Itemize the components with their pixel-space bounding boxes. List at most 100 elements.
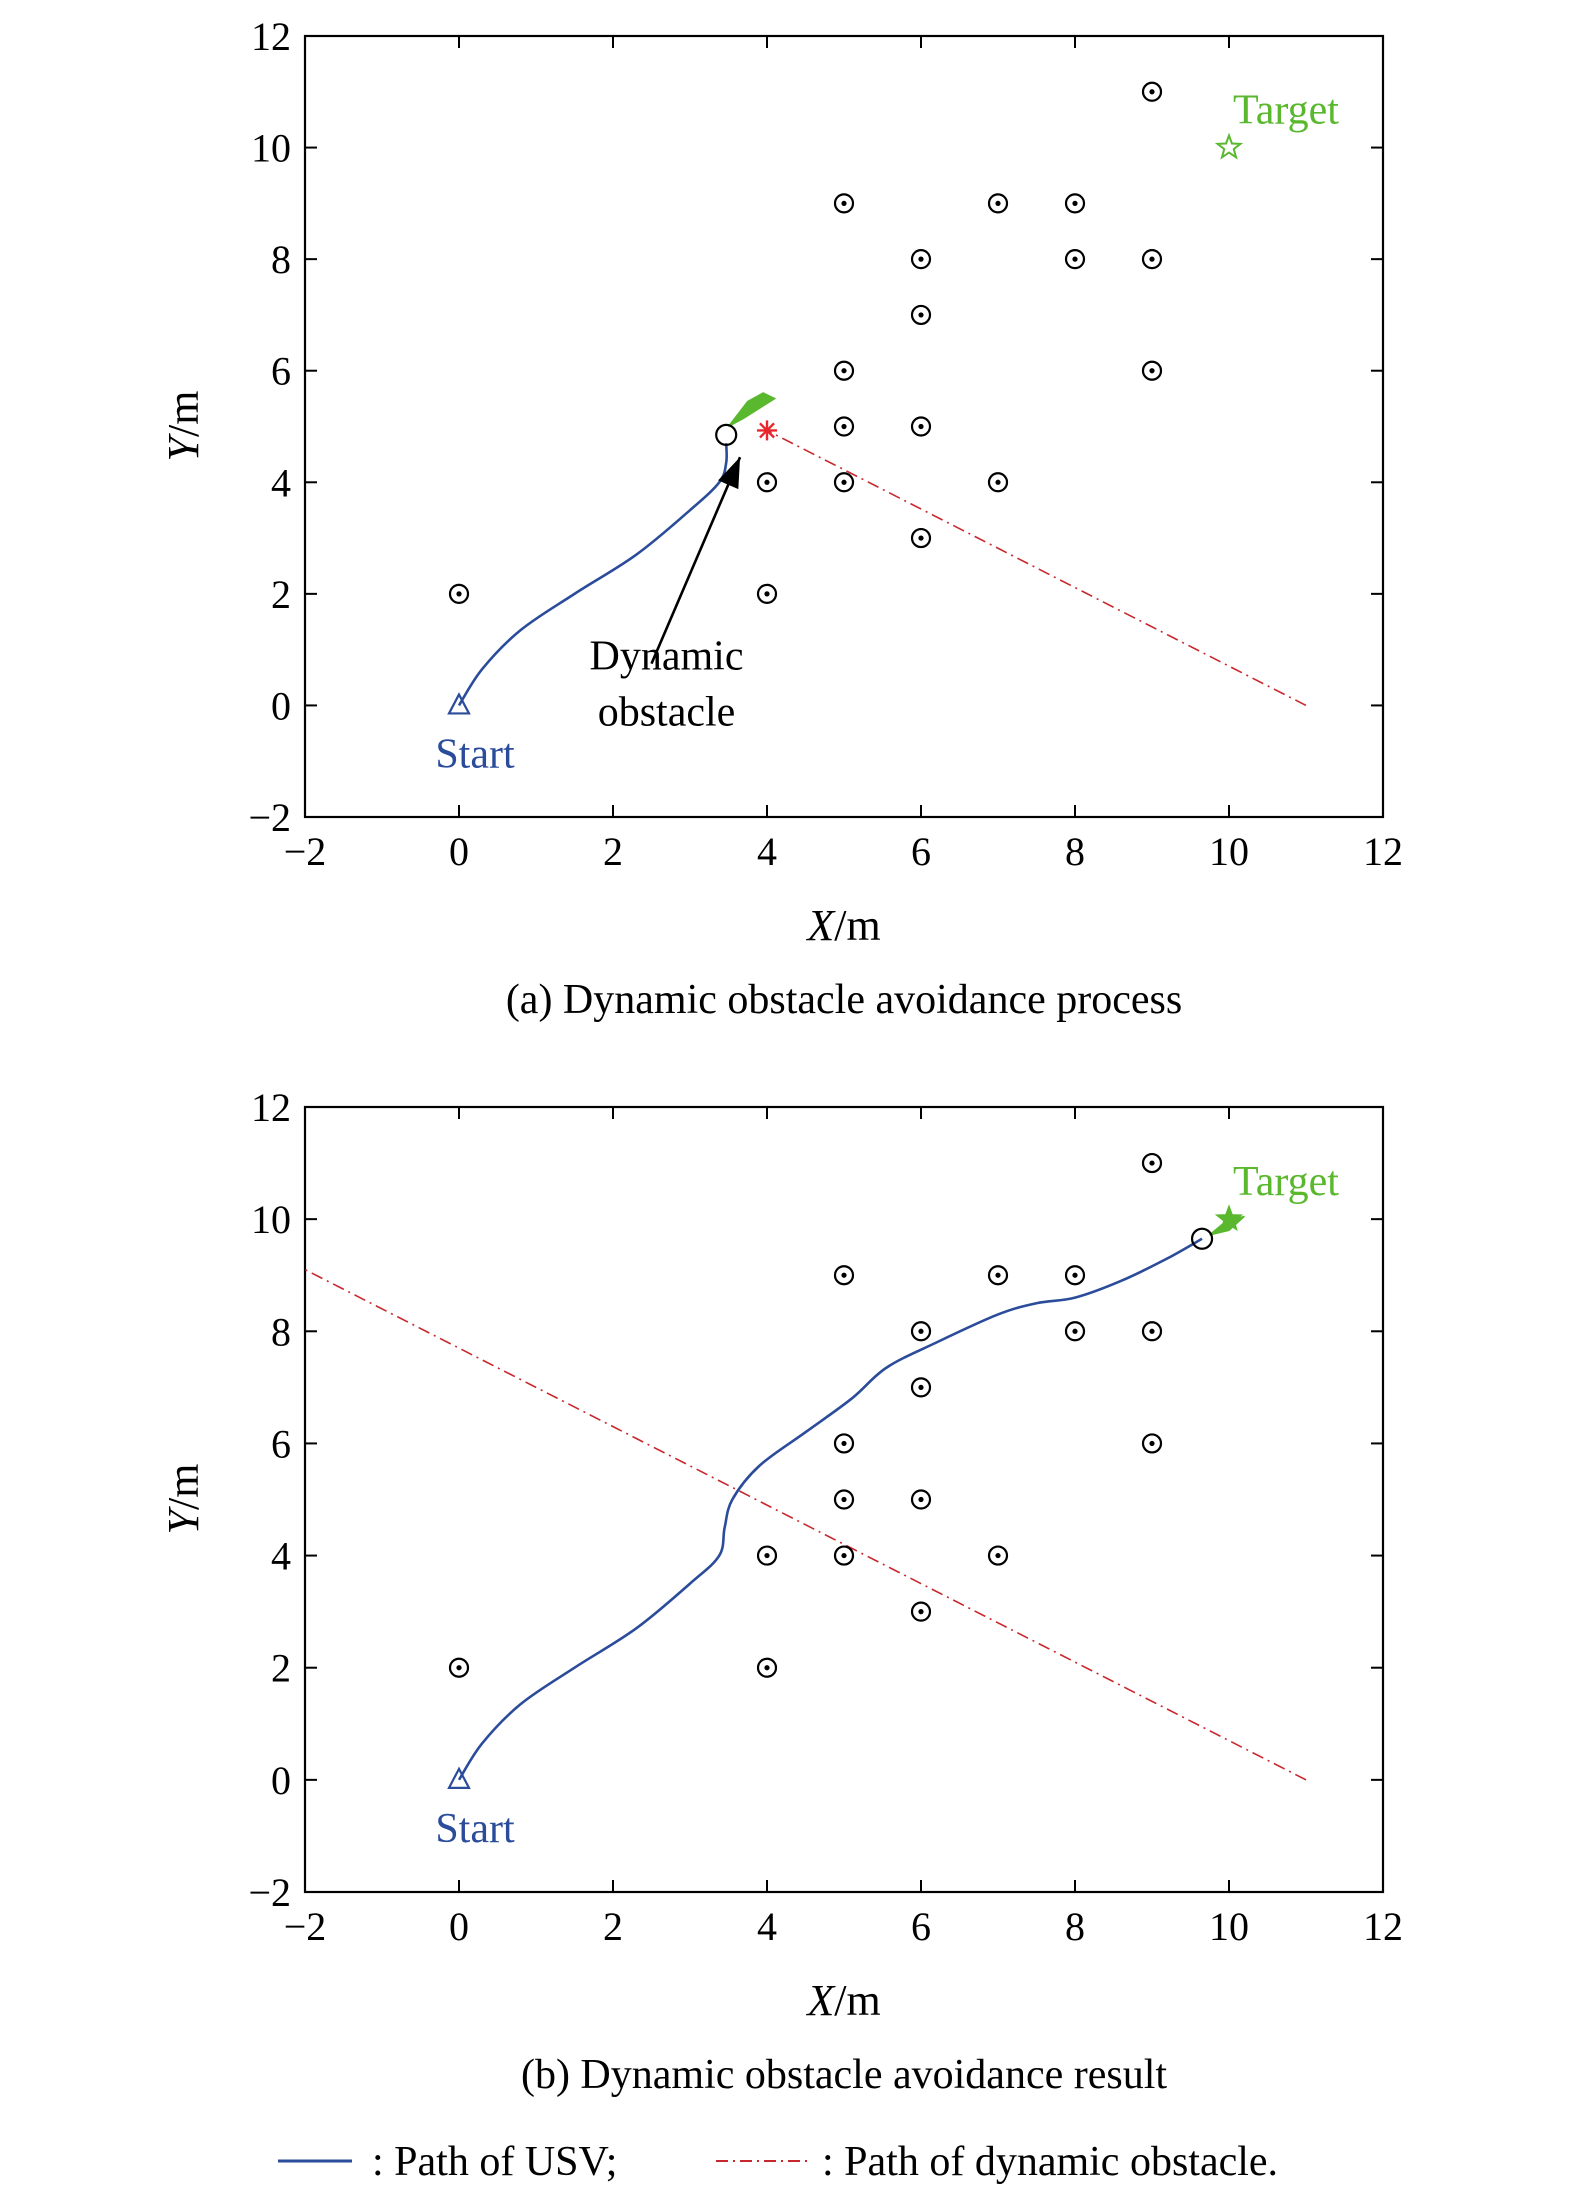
panel-a-target-marker	[1214, 132, 1244, 160]
panel-b-static-obstacle-dot	[1072, 1272, 1078, 1278]
panel-b-x-tick-label: 8	[1065, 1904, 1085, 1949]
panel-a-static-obstacle-ring	[1141, 360, 1163, 381]
panel-a-target-label: Target	[1233, 88, 1339, 134]
legend-dynamic-label: : Path of dynamic obstacle.	[822, 2139, 1278, 2185]
panel-a-x-tick-label: 6	[911, 829, 931, 874]
panel-a-static-obstacle-ring	[833, 416, 855, 437]
panel-b-x-tick-label: 6	[911, 1904, 931, 1949]
panel-a-annotation-line-2: obstacle	[598, 690, 736, 736]
panel-a-x-tick-label: 4	[757, 829, 777, 874]
panel-b-static-obstacle-ring	[1141, 1152, 1163, 1174]
panel-b-static-obstacle-dot	[1072, 1328, 1078, 1334]
panel-a-static-obstacle-dot	[764, 479, 770, 485]
panel-a-y-axis-label: Y/m	[159, 391, 208, 462]
panel-a-dynamic-obstacle-path	[766, 429, 1307, 707]
panel-b-static-obstacle-dot	[841, 1440, 847, 1447]
panel-a-static-obstacle-dot	[918, 256, 924, 262]
panel-b-y-tick-label: 12	[251, 1085, 291, 1130]
panel-a-usv-position-marker	[715, 423, 738, 446]
panel-a-static-obstacle-ring	[910, 304, 932, 326]
panel-b-static-obstacle-ring	[910, 1377, 932, 1398]
panel-a-y-tick-label: 4	[271, 460, 291, 505]
panel-b-static-obstacle-dot	[841, 1272, 847, 1278]
panel-a-static-obstacle-dot	[918, 423, 924, 430]
panel-b-static-obstacle-dot	[841, 1552, 847, 1559]
panel-a-y-tick-label: 12	[251, 14, 291, 59]
panel-b-static-obstacle-ring	[910, 1321, 932, 1342]
panel-b-y-tick-label: 2	[271, 1646, 291, 1691]
panel-a-static-obstacle-dot	[1149, 256, 1155, 262]
panel-b-y-axis-label: Y/m	[159, 1464, 208, 1535]
panel-b-x-tick-label: −2	[284, 1904, 327, 1949]
panel-b-y-tick-label: 10	[251, 1197, 291, 1242]
panel-b-static-obstacle-ring	[987, 1265, 1009, 1286]
panel-a-static-obstacle-ring	[987, 472, 1009, 493]
panel-b-y-tick-label: 0	[271, 1758, 291, 1803]
panel-a-x-tick-label: −2	[284, 829, 327, 874]
panel-a-static-obstacle-ring	[1141, 249, 1163, 270]
panel-a-annotation-arrow-head	[718, 457, 741, 490]
legend-usv-label: : Path of USV;	[372, 2139, 617, 2185]
panel-b-caption: (b) Dynamic obstacle avoidance result	[521, 2052, 1167, 2098]
panel-b-plot-frame	[303, 1105, 1385, 1894]
panel-b-static-obstacle-dot	[1149, 1440, 1155, 1447]
panel-a-plot-frame	[303, 34, 1385, 819]
panel-a-static-obstacle-dot	[841, 368, 847, 374]
panel-b-static-obstacle-dot	[1149, 1328, 1155, 1334]
panel-a-y-tick-label: 6	[271, 349, 291, 394]
panel-b-static-obstacle-ring	[833, 1545, 855, 1566]
panel-a-static-obstacle-dot	[841, 200, 847, 206]
panel-a-y-tick-label: 0	[271, 683, 291, 728]
panel-b-static-obstacle-ring	[756, 1545, 778, 1566]
panel-b-usv-position-marker	[1190, 1227, 1214, 1250]
panel-a-static-obstacle-dot	[841, 479, 847, 485]
panel-a-static-obstacle-dot	[918, 312, 924, 318]
panel-a-dynamic-obstacle-marker	[759, 422, 775, 439]
panel-b-static-obstacle-dot	[918, 1609, 924, 1615]
panel-a-static-obstacle-dot	[918, 535, 924, 541]
panel-b-dynamic-obstacle-path	[305, 1268, 1307, 1781]
panel-a-static-obstacle-dot	[841, 423, 847, 430]
panel-b-target-marker	[1214, 1204, 1244, 1232]
panel-a-static-obstacle-ring	[987, 193, 1009, 214]
panel-a-static-obstacle-dot	[1149, 368, 1155, 374]
panel-b-static-obstacle-dot	[995, 1552, 1001, 1559]
panel-a-annotation-line-1: Dynamic	[590, 634, 744, 680]
panel-a-y-tick-label: 10	[251, 126, 291, 171]
panel-b-static-obstacle-ring	[1064, 1265, 1086, 1286]
panel-a-x-tick-label: 10	[1209, 829, 1249, 874]
panel-a-static-obstacle-dot	[1149, 89, 1155, 95]
panel-a-y-tick-label: 8	[271, 237, 291, 282]
panel-b-x-tick-label: 10	[1209, 1904, 1249, 1949]
panel-b-static-obstacle-dot	[918, 1384, 924, 1390]
panel-a-x-tick-label: 0	[449, 829, 469, 874]
panel-b-static-obstacle-ring	[1141, 1321, 1163, 1342]
panel-b-static-obstacle-dot	[918, 1496, 924, 1503]
panel-a-annotation-arrow-shaft	[650, 456, 742, 665]
panel-a-static-obstacle-ring	[756, 472, 778, 493]
panel-b-static-obstacle-ring	[833, 1433, 855, 1454]
panel-b-target-label: Target	[1233, 1159, 1339, 1205]
panel-b-marks: −2 0 2 4 6 8 10 12 −2 0 2 4 6 8 10 12 Start Target	[248, 1085, 1403, 1949]
panel-a-caption: (a) Dynamic obstacle avoidance process	[506, 977, 1182, 1023]
panel-b-x-axis-label: X/m	[805, 1976, 880, 2025]
panel-b-x-tick-label: 12	[1363, 1904, 1403, 1949]
panel-b-usv-path	[457, 1237, 1203, 1781]
panel-b-static-obstacle-ring	[756, 1657, 778, 1678]
panel-a-static-obstacle-ring	[756, 583, 778, 604]
panel-a-static-obstacle-dot	[456, 591, 462, 597]
panel-b-static-obstacle-dot	[1149, 1160, 1155, 1166]
panel-a-x-tick-label: 8	[1065, 829, 1085, 874]
panel-b-static-obstacle-ring	[1141, 1433, 1163, 1454]
panel-a-static-obstacle-ring	[833, 193, 855, 214]
panel-a-usv-path	[457, 443, 728, 707]
panel-b-static-obstacle-dot	[764, 1665, 770, 1671]
panel-a-static-obstacle-ring	[1064, 193, 1086, 214]
panel-a-static-obstacle-ring	[1141, 81, 1163, 102]
panel-b-static-obstacle-ring	[910, 1489, 932, 1510]
panel-b-static-obstacle-ring	[1064, 1321, 1086, 1342]
panel-b-x-tick-label: 0	[449, 1904, 469, 1949]
panel-b-y-tick-label: 4	[271, 1534, 291, 1579]
panel-b-static-obstacle-dot	[456, 1665, 462, 1671]
